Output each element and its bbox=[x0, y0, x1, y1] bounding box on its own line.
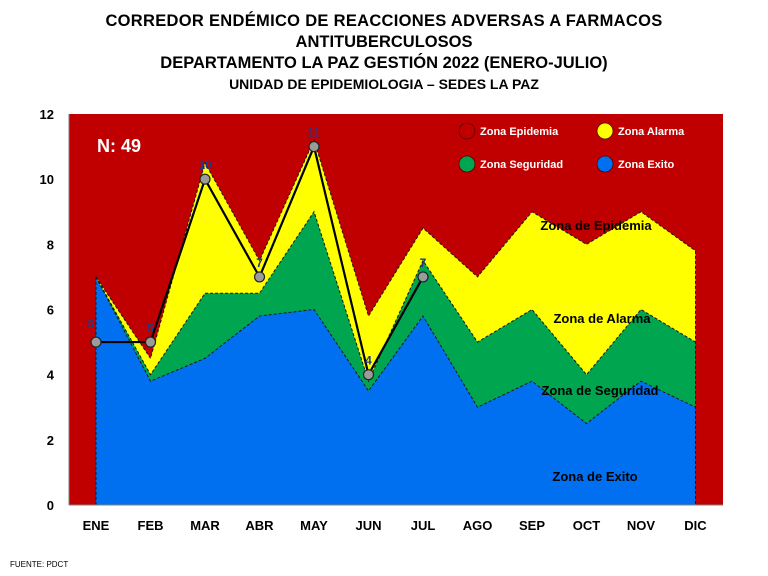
zone-boundary-alarma bbox=[95, 138, 696, 360]
cases-point bbox=[90, 336, 102, 348]
zone-label-exito: Zona de Exito bbox=[552, 469, 637, 484]
zone-label-seguridad: Zona de Seguridad bbox=[541, 383, 658, 398]
zone-boundary-seguridad bbox=[95, 210, 696, 383]
x-tick-label: MAR bbox=[190, 518, 220, 533]
x-tick-label: NOV bbox=[627, 518, 656, 533]
cases-point bbox=[417, 271, 429, 283]
legend-marker-epidemia bbox=[458, 122, 476, 140]
x-tick-label: OCT bbox=[573, 518, 601, 533]
legend-label-seguridad: Zona Seguridad bbox=[480, 159, 563, 171]
legend-marker-alarma bbox=[596, 122, 614, 140]
y-tick-label: 4 bbox=[47, 368, 55, 383]
cases-data-label: 7 bbox=[420, 256, 427, 270]
cases-point bbox=[199, 173, 211, 185]
y-tick-label: 0 bbox=[47, 498, 54, 513]
legend-label-alarma: Zona Alarma bbox=[618, 126, 685, 138]
legend-marker-seguridad bbox=[458, 155, 476, 173]
cases-point bbox=[362, 369, 375, 381]
chart-title-line-3: DEPARTAMENTO LA PAZ GESTIÓN 2022 (ENERO-… bbox=[160, 54, 608, 72]
x-tick-label: DIC bbox=[684, 518, 707, 533]
y-tick-label: 10 bbox=[40, 172, 54, 187]
x-tick-label: SEP bbox=[519, 518, 545, 533]
y-tick-label: 6 bbox=[47, 303, 54, 318]
x-tick-label: MAY bbox=[300, 518, 328, 533]
cases-data-label: 10 bbox=[198, 158, 212, 172]
legend-label-exito: Zona Exito bbox=[618, 159, 675, 171]
x-tick-label: FEB bbox=[138, 518, 164, 533]
cases-point bbox=[308, 140, 320, 153]
y-tick-label: 8 bbox=[47, 237, 54, 252]
source-note: FUENTE: PDCT bbox=[10, 560, 69, 569]
zone-boundary-exito bbox=[95, 276, 696, 425]
x-tick-label: ABR bbox=[245, 518, 274, 533]
legend-label-epidemia: Zona Epidemia bbox=[480, 126, 559, 138]
x-tick-label: AGO bbox=[463, 518, 493, 533]
cases-data-label: 11 bbox=[308, 126, 321, 140]
zone-label-alarma: Zona de Alarma bbox=[553, 311, 651, 326]
cases-point bbox=[253, 271, 266, 283]
y-tick-label: 12 bbox=[40, 107, 54, 122]
zona-exito-area bbox=[96, 276, 696, 505]
cases-point bbox=[144, 336, 157, 348]
cases-data-label: 4 bbox=[365, 354, 372, 368]
zone-label-epidemia: Zona de Epidemia bbox=[540, 218, 652, 233]
cases-data-label: 5 bbox=[147, 321, 154, 335]
chart-title-line-1: CORREDOR ENDÉMICO DE REACCIONES ADVERSAS… bbox=[105, 12, 663, 30]
cases-data-label: 5 bbox=[88, 317, 95, 331]
sample-size-annotation: N: 49 bbox=[97, 136, 141, 156]
legend-marker-exito bbox=[596, 155, 614, 173]
cases-data-label: 7 bbox=[256, 256, 263, 270]
x-tick-label: ENE bbox=[83, 518, 110, 533]
chart-title-line-2: ANTITUBERCULOSOS bbox=[295, 33, 473, 51]
x-tick-label: JUN bbox=[355, 518, 381, 533]
x-tick-label: JUL bbox=[411, 518, 436, 533]
chart-subtitle: UNIDAD DE EPIDEMIOLOGIA – SEDES LA PAZ bbox=[229, 76, 539, 92]
y-tick-label: 2 bbox=[47, 433, 54, 448]
